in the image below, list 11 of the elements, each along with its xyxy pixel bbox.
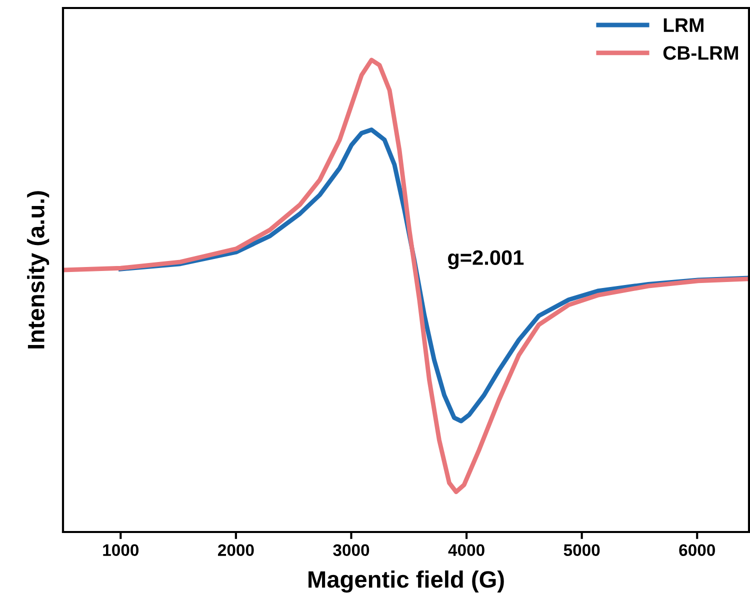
x-tick-label: 5000 xyxy=(564,544,600,556)
x-axis-title: Magentic field (G) xyxy=(308,570,504,593)
x-tick-label: 1000 xyxy=(103,544,139,556)
x-tick-label: 6000 xyxy=(679,544,715,556)
x-tick-label: 3000 xyxy=(333,544,370,556)
legend-label: LRM xyxy=(664,18,704,32)
x-tick-label: 2000 xyxy=(218,544,254,556)
legend-label: CB-LRM xyxy=(663,46,738,60)
x-tick-label: 4000 xyxy=(448,544,484,556)
annotation: g=2.001 xyxy=(448,250,524,270)
y-axis-title: Intensity (a.u.) xyxy=(27,191,50,348)
